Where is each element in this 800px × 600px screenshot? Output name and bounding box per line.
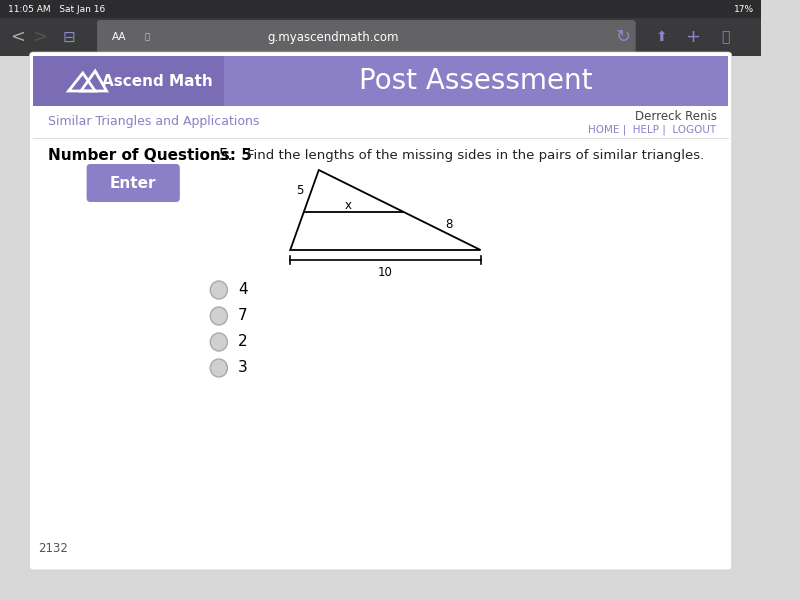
Text: 🔒: 🔒: [145, 32, 150, 41]
Text: Ascend Math: Ascend Math: [102, 73, 212, 88]
Text: 10: 10: [378, 265, 393, 278]
Circle shape: [210, 307, 227, 325]
FancyBboxPatch shape: [97, 20, 636, 53]
FancyBboxPatch shape: [0, 18, 762, 56]
Text: 2: 2: [238, 335, 247, 349]
Text: x: x: [345, 199, 352, 212]
Text: 17%: 17%: [734, 4, 754, 13]
Text: Enter: Enter: [110, 175, 157, 191]
FancyBboxPatch shape: [86, 164, 180, 202]
Text: 2132: 2132: [38, 541, 68, 554]
Text: g.myascendmath.com: g.myascendmath.com: [267, 31, 398, 43]
FancyBboxPatch shape: [30, 52, 732, 570]
Text: 7: 7: [238, 308, 247, 323]
Text: Number of Questions: 5: Number of Questions: 5: [47, 148, 251, 163]
FancyBboxPatch shape: [0, 0, 762, 18]
Text: >: >: [33, 28, 47, 46]
Text: ⊟: ⊟: [62, 29, 75, 44]
Text: Find the lengths of the missing sides in the pairs of similar triangles.: Find the lengths of the missing sides in…: [247, 149, 705, 163]
Text: Post Assessment: Post Assessment: [359, 67, 593, 95]
Text: Similar Triangles and Applications: Similar Triangles and Applications: [47, 115, 259, 128]
FancyBboxPatch shape: [34, 56, 224, 106]
Text: AA: AA: [112, 32, 126, 42]
Text: 5.: 5.: [219, 148, 234, 163]
Text: 8: 8: [446, 218, 453, 231]
Text: 4: 4: [238, 283, 247, 298]
Circle shape: [210, 359, 227, 377]
Text: 5: 5: [296, 184, 304, 197]
Text: ↻: ↻: [616, 28, 631, 46]
Text: 3: 3: [238, 361, 248, 376]
Text: HOME |  HELP |  LOGOUT: HOME | HELP | LOGOUT: [589, 125, 717, 135]
Text: <: <: [10, 28, 25, 46]
Circle shape: [210, 333, 227, 351]
FancyBboxPatch shape: [34, 56, 728, 106]
Text: ⬆: ⬆: [655, 30, 667, 44]
Text: Derreck Renis: Derreck Renis: [634, 109, 717, 122]
Text: 11:05 AM   Sat Jan 16: 11:05 AM Sat Jan 16: [8, 4, 105, 13]
Text: ⧉: ⧉: [721, 30, 730, 44]
Circle shape: [210, 281, 227, 299]
Text: +: +: [686, 28, 700, 46]
